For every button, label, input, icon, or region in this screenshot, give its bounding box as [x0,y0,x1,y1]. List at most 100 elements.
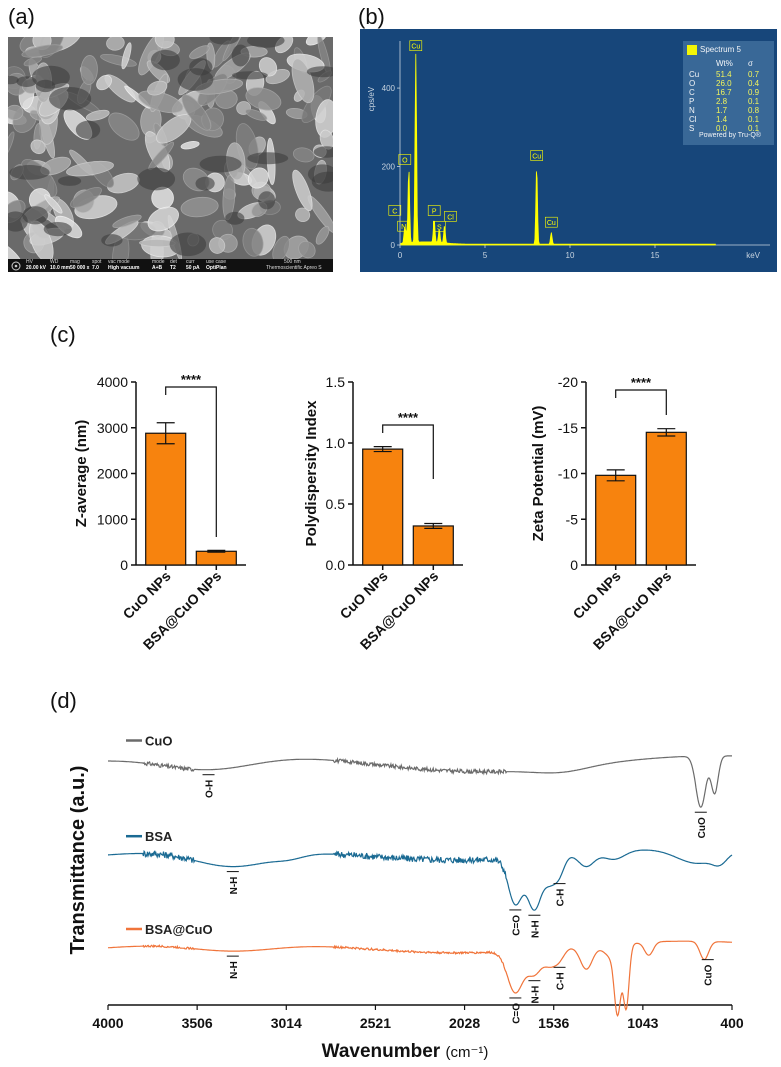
eds-peak-label: Cu [545,216,558,228]
legend-wt: 0.0 [716,124,728,133]
sem-info-value: 50 pA [186,265,200,271]
sem-shadow [137,167,176,191]
legend-row: Cl 1.4 0.1 [683,115,774,126]
sem-particle [112,214,142,228]
eds-peak-label-box [444,211,457,222]
bar-y-tick-label: -15 [558,420,578,436]
sem-particle [180,196,219,218]
sem-shadow [258,191,276,210]
ftir-x-tick-label: 4000 [92,1015,123,1031]
legend-element: N [689,106,695,115]
ftir-annotation-label: CuO [704,964,715,985]
eds-x-tick-label: 0 [398,251,403,260]
legend-sigma: 0.8 [748,106,760,115]
sem-shadow [22,206,49,225]
sem-info-value: High vacuum [108,265,140,271]
panel-label-c: (c) [50,322,76,347]
legend-element: Cl [689,115,697,124]
sem-shadow [169,232,207,257]
sem-shadow [195,176,215,191]
sem-shadow [43,222,72,237]
eds-y-tick-label: 400 [382,84,396,93]
ftir-annotation-label: N-H [530,920,541,938]
sem-shadow [247,37,285,48]
sem-shadow [58,176,82,186]
sem-info-bar: HV 20.00 kV WD 10.0 mm mag 50 000 x spot 7.0 vac… [8,259,333,272]
sem-particle [247,167,269,189]
sem-particle [147,80,168,96]
sem-info-cell: HV 20.00 kV [26,259,46,271]
bar-y-tick-label: 0 [120,557,128,573]
eds-peak-label: Cu [530,150,543,161]
sem-info-value: OptiPlan [206,265,227,271]
sem-particle [121,42,132,70]
ftir-x-tick-label: 400 [720,1015,744,1031]
sem-particle [291,58,315,104]
sem-info-cell: vac mode High vacuum [108,259,139,271]
eds-peak-label-text: Cu [547,220,556,227]
eds-x-tick-label: 5 [483,251,488,260]
sem-info-key: use case [206,259,227,265]
sem-info-cell: use case OptiPlan [206,259,227,271]
ftir-x-tick-label: 1536 [538,1015,569,1031]
sem-particle [8,104,24,121]
sem-info-value: 7.0 [92,265,99,271]
eds-peak-label-text: Cu [532,154,541,161]
significance-label: **** [631,375,652,390]
legend-wt: 26.0 [716,79,732,88]
sem-info-cell: det T2 [170,259,177,271]
legend-element: Cu [689,70,700,79]
sem-particle [245,87,282,111]
sem-particle [180,141,200,150]
sem-shadow [231,71,268,80]
sem-particle [154,37,175,49]
bar-y-tick-label: 0.0 [326,557,346,573]
ftir-legend-label: BSA [145,829,173,844]
legend-swatch [687,45,697,55]
eds-peak-label-box [427,205,441,216]
bar-y-tick-label: 1.5 [326,374,346,390]
bar-y-label: Zeta Potential (mV) [530,406,547,542]
sem-shadow [35,79,56,93]
panel-label-a: (a) [8,4,35,29]
significance-bracket [615,389,667,415]
ftir-annotation-label: C-H [556,889,567,907]
legend-wt: 51.4 [716,70,732,79]
sem-particle [108,112,140,141]
ftir-x-label: Wavenumber (cm⁻¹) [322,1041,489,1062]
bar-y-tick-label: -20 [558,374,578,390]
sem-info-key: WD [50,259,59,265]
eds-peak-label-text: O [402,158,408,165]
panel-label-d: (d) [50,688,77,713]
eds-peak-label-text: P [432,209,437,216]
ftir-x-tick-label: 3014 [271,1015,302,1031]
eds-x-label: keV [746,251,760,260]
sem-shadow [225,211,245,225]
legend-element: C [689,88,695,97]
sem-shadow [231,44,250,67]
legend-row: P 2.8 0.1 [683,97,774,108]
sem-particle [30,139,46,155]
sem-particle [181,94,212,131]
sem-info-cell: WD 10.0 mm [50,259,70,271]
eds-peak-label: N [397,220,410,232]
bar-y-tick-label: 3000 [97,420,128,436]
legend-row: C 16.7 0.9 [683,88,774,99]
eds-x-tick-label: 15 [651,251,660,260]
eds-peak-label: O [398,154,412,165]
sem-particle [106,37,125,51]
eds-peak-label: Cu [409,40,423,51]
sem-particle [258,57,278,77]
eds-y-tick-label: 0 [391,241,396,250]
eds-peak-label-box [409,40,423,51]
ftir-annotation-label: C=O [511,1003,522,1024]
eds-peak-label-text: Cl [447,214,454,221]
bar [645,431,687,566]
significance-bracket [165,386,217,537]
eds-peak-label-text: C [392,208,397,215]
bar-y-tick-label: 1.0 [326,435,346,451]
ftir-annotation-label: N-H [229,877,240,895]
